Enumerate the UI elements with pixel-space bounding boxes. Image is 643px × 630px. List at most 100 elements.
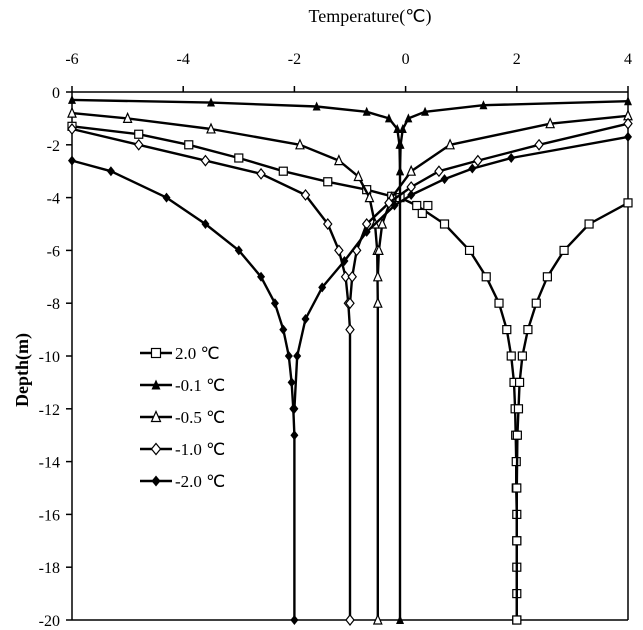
data-point — [412, 200, 422, 211]
legend-label: -1.0 ℃ — [175, 440, 225, 459]
data-point — [481, 272, 491, 282]
data-point — [334, 244, 344, 257]
y-tick-label: -18 — [39, 560, 60, 577]
y-tick-label: -4 — [47, 191, 60, 208]
data-point — [68, 155, 76, 166]
data-point — [523, 325, 533, 335]
legend-label: 2.0 ℃ — [175, 344, 220, 363]
data-point — [162, 192, 171, 203]
series-layer — [67, 94, 633, 626]
series-line — [71, 127, 352, 620]
data-point — [364, 191, 375, 203]
legend: 2.0 ℃ -0.1 ℃ -0.5 ℃ -1.0 ℃ -2.0 ℃ — [140, 344, 225, 491]
series-line — [398, 100, 629, 172]
data-point — [584, 219, 594, 229]
data-point — [396, 615, 405, 624]
data-point — [624, 131, 632, 142]
series-line — [515, 201, 629, 620]
data-point — [345, 614, 355, 626]
legend-item: 2.0 ℃ — [140, 344, 220, 363]
series-line — [71, 111, 379, 620]
data-point — [502, 325, 512, 335]
x-tick-label: -4 — [177, 51, 190, 68]
data-point — [513, 404, 524, 414]
data-point — [290, 403, 299, 414]
data-point — [514, 377, 525, 387]
legend-item: -2.0 ℃ — [140, 472, 225, 491]
data-point — [440, 174, 449, 185]
x-tick-label: 0 — [402, 51, 410, 68]
data-point — [201, 219, 210, 229]
y-tick-label: -14 — [39, 455, 60, 472]
data-point — [406, 164, 417, 176]
data-point — [256, 167, 266, 180]
data-point — [362, 106, 371, 116]
data-point — [347, 270, 357, 283]
data-point — [287, 377, 296, 388]
data-point — [67, 106, 77, 118]
data-point — [464, 245, 475, 255]
data-point — [517, 351, 527, 361]
data-point — [468, 163, 477, 174]
data-point — [323, 177, 333, 187]
data-point — [300, 188, 311, 201]
data-point — [512, 430, 522, 440]
series-1 — [67, 121, 633, 625]
legend-item: -0.1 ℃ — [140, 376, 225, 395]
data-point — [284, 351, 293, 361]
y-axis-title: Depth(m) — [12, 333, 33, 407]
y-tick-label: -6 — [47, 243, 60, 260]
data-point — [290, 430, 299, 441]
series-line — [71, 125, 393, 198]
data-point — [507, 153, 516, 163]
data-point — [479, 100, 488, 110]
data-point — [234, 153, 244, 163]
legend-item: -0.5 ℃ — [140, 408, 225, 427]
data-point — [257, 271, 266, 282]
y-tick-label: -8 — [47, 296, 60, 313]
data-point — [345, 323, 355, 336]
y-tick-label: -20 — [39, 613, 60, 630]
data-point — [542, 272, 552, 282]
series-5 — [68, 131, 632, 625]
data-point — [295, 138, 305, 150]
data-point — [279, 324, 288, 335]
data-point — [559, 245, 569, 255]
data-point — [207, 97, 215, 107]
y-tick-label: -10 — [39, 349, 60, 366]
data-point — [623, 117, 633, 130]
data-point — [421, 106, 430, 116]
data-point — [234, 245, 243, 256]
y-tick-label: 0 — [52, 85, 60, 102]
legend-item: -1.0 ℃ — [140, 440, 225, 459]
data-point — [404, 113, 413, 123]
data-point — [122, 111, 133, 124]
data-point — [623, 198, 633, 208]
data-point — [372, 270, 383, 282]
data-point — [512, 483, 522, 493]
series-line — [348, 122, 629, 304]
x-tick-label: 2 — [513, 51, 521, 68]
data-point — [534, 138, 544, 151]
legend-label: -0.1 ℃ — [175, 376, 225, 395]
legend-label: -2.0 ℃ — [175, 472, 225, 491]
data-point — [512, 536, 522, 546]
data-point — [545, 117, 556, 129]
data-point — [322, 218, 333, 230]
x-tick-label: -6 — [65, 51, 78, 68]
data-point — [133, 138, 144, 151]
data-point — [390, 200, 399, 211]
data-point — [68, 94, 76, 104]
data-point — [439, 219, 450, 229]
data-point — [200, 154, 211, 167]
data-point — [377, 217, 388, 229]
axes: -6 -4 -2 0 2 40-2-4-6-8-10-12-14-16-18-20 — [39, 51, 632, 630]
data-point — [494, 298, 504, 308]
data-point — [393, 123, 402, 133]
data-point — [340, 270, 351, 283]
x-axis-title: Temperature(℃) — [309, 6, 432, 27]
data-point — [150, 410, 162, 423]
series-line — [293, 135, 629, 409]
y-tick-label: -16 — [39, 507, 60, 524]
